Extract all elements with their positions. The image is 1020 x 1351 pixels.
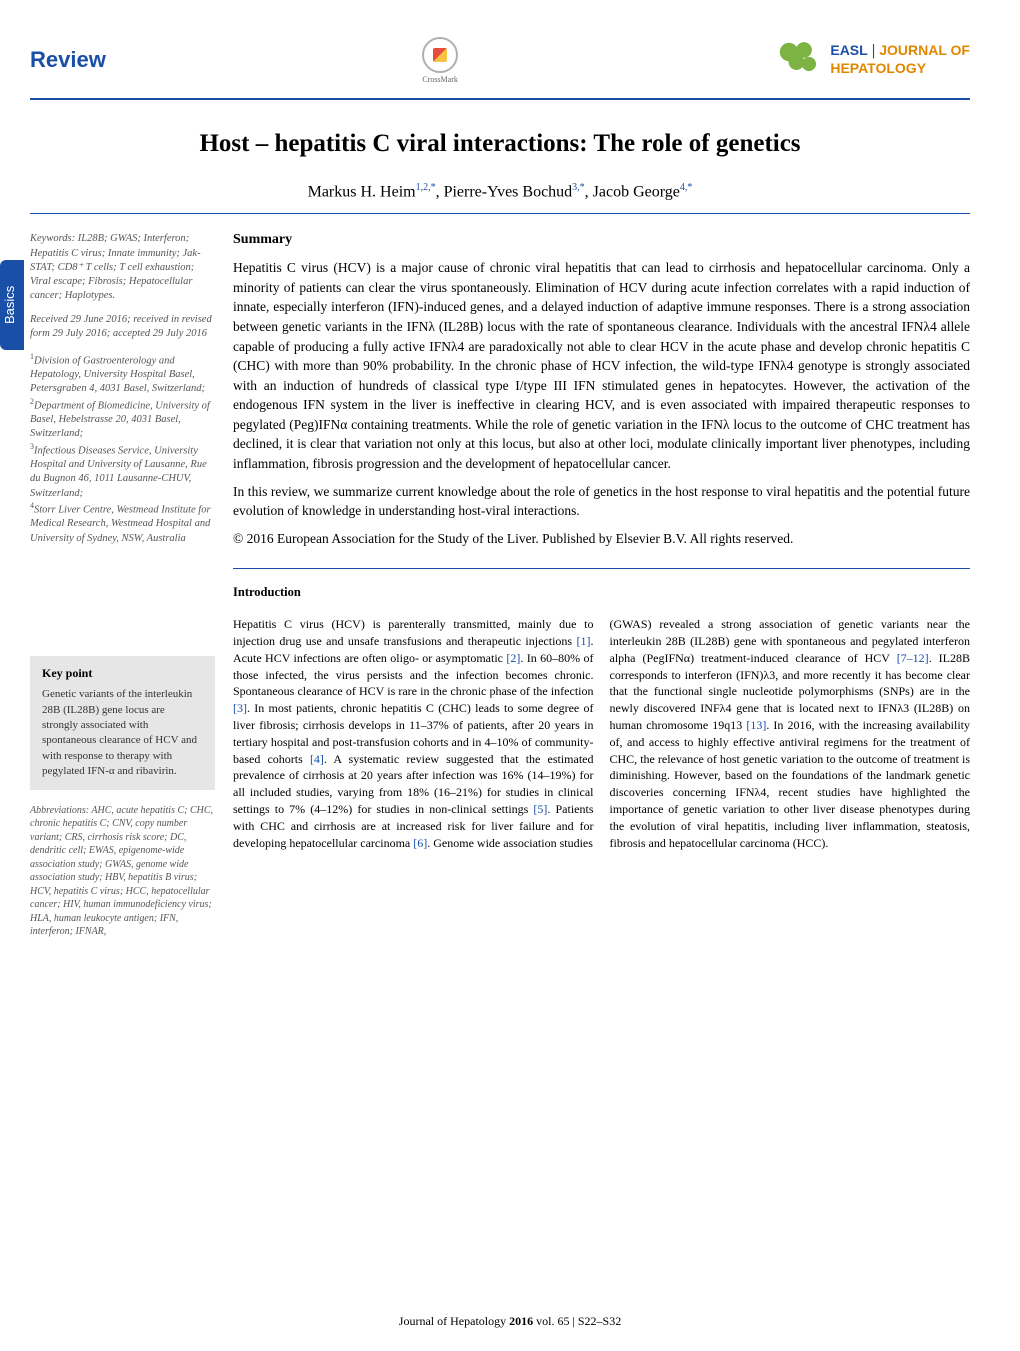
article-title: Host – hepatitis C viral interactions: T… [30,130,970,158]
article-dates: Received 29 June 2016; received in revis… [30,313,215,341]
easl-text: EASL [830,42,867,58]
affiliation-4: 4Storr Liver Centre, Westmead Institute … [30,501,215,546]
summary-rule [233,568,970,569]
citation-link[interactable]: [6] [413,836,427,850]
intro-body: Hepatitis C virus (HCV) is parenterally … [233,616,970,948]
lower-columns: Key point Genetic variants of the interl… [30,616,970,948]
crossmark-text: CrossMark [422,75,458,84]
keywords-block: Keywords: IL28B; GWAS; Interferon; Hepat… [30,232,215,303]
author-3: Jacob George [593,183,680,200]
author-rule [30,213,970,214]
easl-icon [774,40,824,80]
author-list: Markus H. Heim1,2,*, Pierre-Yves Bochud3… [30,182,970,201]
intro-col-1: Hepatitis C virus (HCV) is parenterally … [233,616,594,851]
summary-heading: Summary [233,232,970,248]
upper-columns: Keywords: IL28B; GWAS; Interferon; Hepat… [30,232,970,610]
footer-journal: Journal of Hepatology [399,1314,506,1328]
review-label: Review [30,47,106,73]
lower-sidebar: Key point Genetic variants of the interl… [30,616,215,948]
copyright-line: © 2016 European Association for the Stud… [233,529,970,549]
intro-heading: Introduction [233,585,970,600]
page-container: Review CrossMark EASL | JOURNAL OFHEPATO… [0,0,1020,979]
affiliation-3: 3Infectious Diseases Service, University… [30,442,215,501]
intro-two-columns: Hepatitis C virus (HCV) is parenterally … [233,616,970,851]
affiliation-2: 2Department of Biomedicine, University o… [30,397,215,442]
keypoint-box: Key point Genetic variants of the interl… [30,656,215,789]
citation-link[interactable]: [7–12] [897,651,929,665]
keypoint-body: Genetic variants of the interleukin 28B … [42,687,203,779]
summary-p1: Hepatitis C virus (HCV) is a major cause… [233,258,970,473]
summary-p2: In this review, we summarize current kno… [233,482,970,521]
crossmark-badge[interactable]: CrossMark [422,37,458,84]
metadata-sidebar: Keywords: IL28B; GWAS; Interferon; Hepat… [30,232,215,610]
abbreviations-block: Abbreviations: AHC, acute hepatitis C; C… [30,804,215,939]
summary-column: Summary Hepatitis C virus (HCV) is a maj… [233,232,970,610]
citation-link[interactable]: [5] [533,802,547,816]
citation-link[interactable]: [4] [310,752,324,766]
page-footer: Journal of Hepatology 2016 vol. 65 | S22… [0,1314,1020,1329]
citation-link[interactable]: [3] [233,701,247,715]
citation-link[interactable]: [1] [577,634,591,648]
keypoint-heading: Key point [42,666,203,681]
crossmark-icon [422,37,458,73]
page-header: Review CrossMark EASL | JOURNAL OFHEPATO… [30,30,970,90]
journal-logo: EASL | JOURNAL OFHEPATOLOGY [774,40,970,80]
affiliation-1: 1Division of Gastroenterology and Hepato… [30,352,215,397]
citation-link[interactable]: [13] [746,718,766,732]
citation-link[interactable]: [2] [506,651,520,665]
author-2: Pierre-Yves Bochud [444,183,573,200]
footer-year: 2016 [509,1314,533,1328]
header-rule [30,98,970,100]
intro-col-2: (GWAS) revealed a strong association of … [610,616,971,851]
author-1: Markus H. Heim [308,183,416,200]
